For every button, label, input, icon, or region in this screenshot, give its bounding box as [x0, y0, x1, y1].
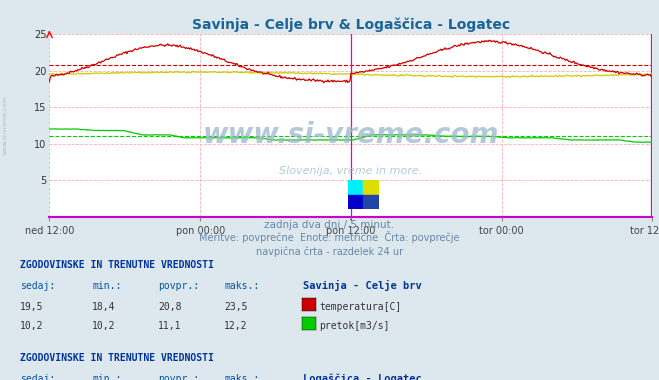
Bar	[364, 195, 379, 209]
Text: 11,1: 11,1	[158, 321, 182, 331]
Text: 10,2: 10,2	[20, 321, 43, 331]
Text: sedaj:: sedaj:	[20, 374, 55, 380]
Text: Savinja - Celje brv: Savinja - Celje brv	[303, 280, 422, 291]
Text: 18,4: 18,4	[92, 302, 116, 312]
Text: 19,5: 19,5	[20, 302, 43, 312]
Text: min.:: min.:	[92, 281, 122, 291]
Text: navpična črta - razdelek 24 ur: navpična črta - razdelek 24 ur	[256, 246, 403, 256]
Text: pretok[m3/s]: pretok[m3/s]	[320, 321, 390, 331]
Bar	[348, 195, 364, 209]
Text: Slovenija, vreme in more.: Slovenija, vreme in more.	[279, 166, 422, 176]
Text: ZGODOVINSKE IN TRENUTNE VREDNOSTI: ZGODOVINSKE IN TRENUTNE VREDNOSTI	[20, 260, 214, 270]
Text: Logaščica - Logatec: Logaščica - Logatec	[303, 374, 422, 380]
Text: maks.:: maks.:	[224, 374, 259, 380]
Text: Meritve: povprečne  Enote: metrične  Črta: povprečje: Meritve: povprečne Enote: metrične Črta:…	[199, 231, 460, 243]
Bar	[348, 180, 364, 195]
Text: 10,2: 10,2	[92, 321, 116, 331]
Text: www.si-vreme.com: www.si-vreme.com	[203, 120, 499, 149]
Text: temperatura[C]: temperatura[C]	[320, 302, 402, 312]
Text: maks.:: maks.:	[224, 281, 259, 291]
Text: 23,5: 23,5	[224, 302, 248, 312]
Title: Savinja - Celje brv & Logaščica - Logatec: Savinja - Celje brv & Logaščica - Logate…	[192, 17, 510, 32]
Text: povpr.:: povpr.:	[158, 281, 199, 291]
Text: ZGODOVINSKE IN TRENUTNE VREDNOSTI: ZGODOVINSKE IN TRENUTNE VREDNOSTI	[20, 353, 214, 363]
Text: 12,2: 12,2	[224, 321, 248, 331]
Text: min.:: min.:	[92, 374, 122, 380]
Text: sedaj:: sedaj:	[20, 281, 55, 291]
Text: povpr.:: povpr.:	[158, 374, 199, 380]
Text: zadnja dva dni / 5 minut.: zadnja dva dni / 5 minut.	[264, 220, 395, 230]
Text: 20,8: 20,8	[158, 302, 182, 312]
Bar	[364, 180, 379, 195]
Text: www.si-vreme.com: www.si-vreme.com	[3, 96, 8, 155]
